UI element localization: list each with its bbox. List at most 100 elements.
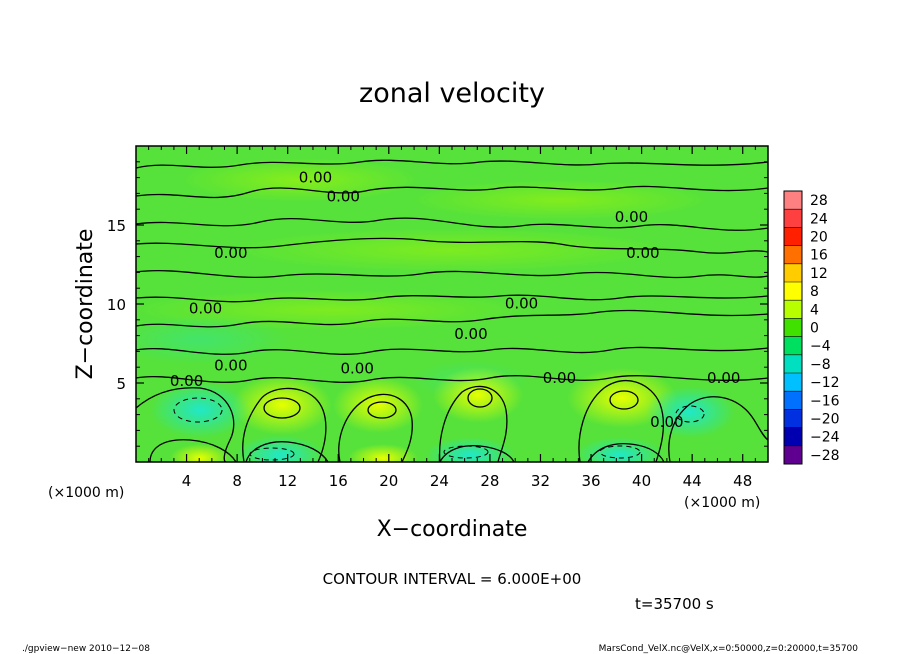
colorbar-swatch <box>784 373 802 392</box>
contour-label: 0.00 <box>543 369 576 387</box>
contour-line <box>136 309 768 328</box>
field-blob <box>232 375 332 435</box>
colorbar-swatch <box>784 427 802 447</box>
contour-label: 0.00 <box>327 187 360 205</box>
x-tick-label: 44 <box>683 472 702 490</box>
x-tick-label: 48 <box>733 472 752 490</box>
contour-label: 0.00 <box>340 360 373 378</box>
contour-line <box>439 444 515 462</box>
contour-line <box>136 375 768 383</box>
x-tick-label: 40 <box>632 472 651 490</box>
contour-line <box>136 269 768 279</box>
contour-ellipse <box>609 390 639 410</box>
colorbar-swatch <box>784 354 802 374</box>
contour-line <box>668 396 768 462</box>
contour-lines <box>136 159 768 462</box>
contour-interval: CONTOUR INTERVAL = 6.000E+00 <box>323 570 582 588</box>
contour-ellipse <box>367 401 397 419</box>
colorbar-frame <box>783 190 803 465</box>
contour-line <box>136 159 768 169</box>
colorbar-tick-label: 24 <box>810 211 828 227</box>
contour-ellipse-negative <box>443 445 489 459</box>
y-tick-label: 10 <box>107 296 126 314</box>
contour-line <box>136 237 768 254</box>
field-blob <box>410 180 710 220</box>
x-tick-label: 4 <box>182 472 192 490</box>
colorbar-tick-label: −24 <box>810 430 840 446</box>
x-tick-label: 24 <box>430 472 449 490</box>
contour-label: 0.00 <box>299 168 332 186</box>
field-blob <box>235 435 325 462</box>
field-blob <box>170 444 230 462</box>
contour-label: 0.00 <box>170 372 203 390</box>
contour-label: 0.00 <box>454 325 487 343</box>
contour-labels: 0.000.000.000.000.000.00 0.000.000.00 0.00… <box>170 168 741 431</box>
contour-label: 0.00 <box>615 208 648 226</box>
colorbar-tick-label: 28 <box>810 193 828 209</box>
field-blob <box>230 228 670 272</box>
colorbar-tick-label: 20 <box>810 230 828 246</box>
footer-left: ./gpview−new 2010−12−08 <box>22 644 150 654</box>
field-blob <box>180 158 420 202</box>
colorbar-tick-label: −4 <box>810 339 831 355</box>
time-label: t=35700 s <box>635 595 714 613</box>
colorbar-swatch <box>784 245 802 265</box>
x-tick-label: 28 <box>480 472 499 490</box>
contour-ellipse-negative <box>675 405 705 423</box>
colorbar-swatch <box>784 191 802 210</box>
x-tick-label: 36 <box>581 472 600 490</box>
colorbar-tick-label: 16 <box>810 248 828 264</box>
contour-line <box>136 217 768 231</box>
contour-line <box>587 442 665 462</box>
colorbar-tick-label: −12 <box>810 375 840 391</box>
contour-line <box>136 185 768 199</box>
x-axis: 4 8 12 16 20 24 28 32 36 40 44 48 <box>148 146 756 490</box>
colorbar-tick-label: 4 <box>810 302 819 318</box>
y-axis-title: Z−coordinate <box>73 229 98 380</box>
contour-line <box>136 346 768 355</box>
colorbar-swatch <box>784 318 802 338</box>
contour-ellipse-negative <box>599 445 641 459</box>
colorbar-swatch <box>784 336 802 356</box>
colorbar-tick-label: 0 <box>810 321 819 337</box>
y-axis: 5 10 15 <box>107 161 768 447</box>
field-blob <box>136 315 290 365</box>
colorbar-tick-label: −8 <box>810 357 831 373</box>
colorbar-swatch <box>784 391 802 410</box>
contour-line <box>438 385 508 462</box>
colorbar-swatch <box>784 445 802 465</box>
y-tick-label: 5 <box>116 375 126 393</box>
contour-label: 0.00 <box>189 299 222 317</box>
x-unit-right: (×1000 m) <box>684 495 760 511</box>
contour-label: 0.00 <box>214 244 247 262</box>
contour-ellipse <box>263 397 301 419</box>
contour-label: 0.00 <box>650 413 683 431</box>
field-layer: 0.000.000.000.000.000.00 0.000.000.00 0.00… <box>136 146 768 462</box>
contour-label: 0.00 <box>707 369 740 387</box>
contour-line <box>242 387 327 462</box>
footer-right: MarsCond_VelX.nc@VelX,x=0:50000,z=0:2000… <box>599 644 859 654</box>
field-blob <box>150 382 250 438</box>
x-tick-label: 16 <box>329 472 348 490</box>
field-blob <box>645 386 735 438</box>
contour-line <box>338 393 413 462</box>
chart-title: zonal velocity <box>359 78 545 109</box>
negative-contours <box>173 397 705 461</box>
field-blob <box>425 437 515 462</box>
colorbar: 28 24 20 16 12 8 4 0 −4 −8 −12 −16 −20 −24 −28 <box>783 190 840 465</box>
contour-line <box>149 439 237 462</box>
colorbar-tick-label: −20 <box>810 412 840 428</box>
contour-line <box>578 379 664 462</box>
field-blob <box>575 437 665 462</box>
colorbar-swatch <box>784 300 802 319</box>
x-tick-label: 12 <box>278 472 297 490</box>
contour-label: 0.00 <box>505 295 538 313</box>
colorbar-swatch <box>784 227 802 247</box>
contour-line <box>245 441 329 462</box>
contour-ellipse-negative <box>249 447 295 461</box>
field-blob <box>348 444 418 462</box>
contour-label: 0.00 <box>214 356 247 374</box>
contour-ellipse-negative <box>173 397 223 423</box>
